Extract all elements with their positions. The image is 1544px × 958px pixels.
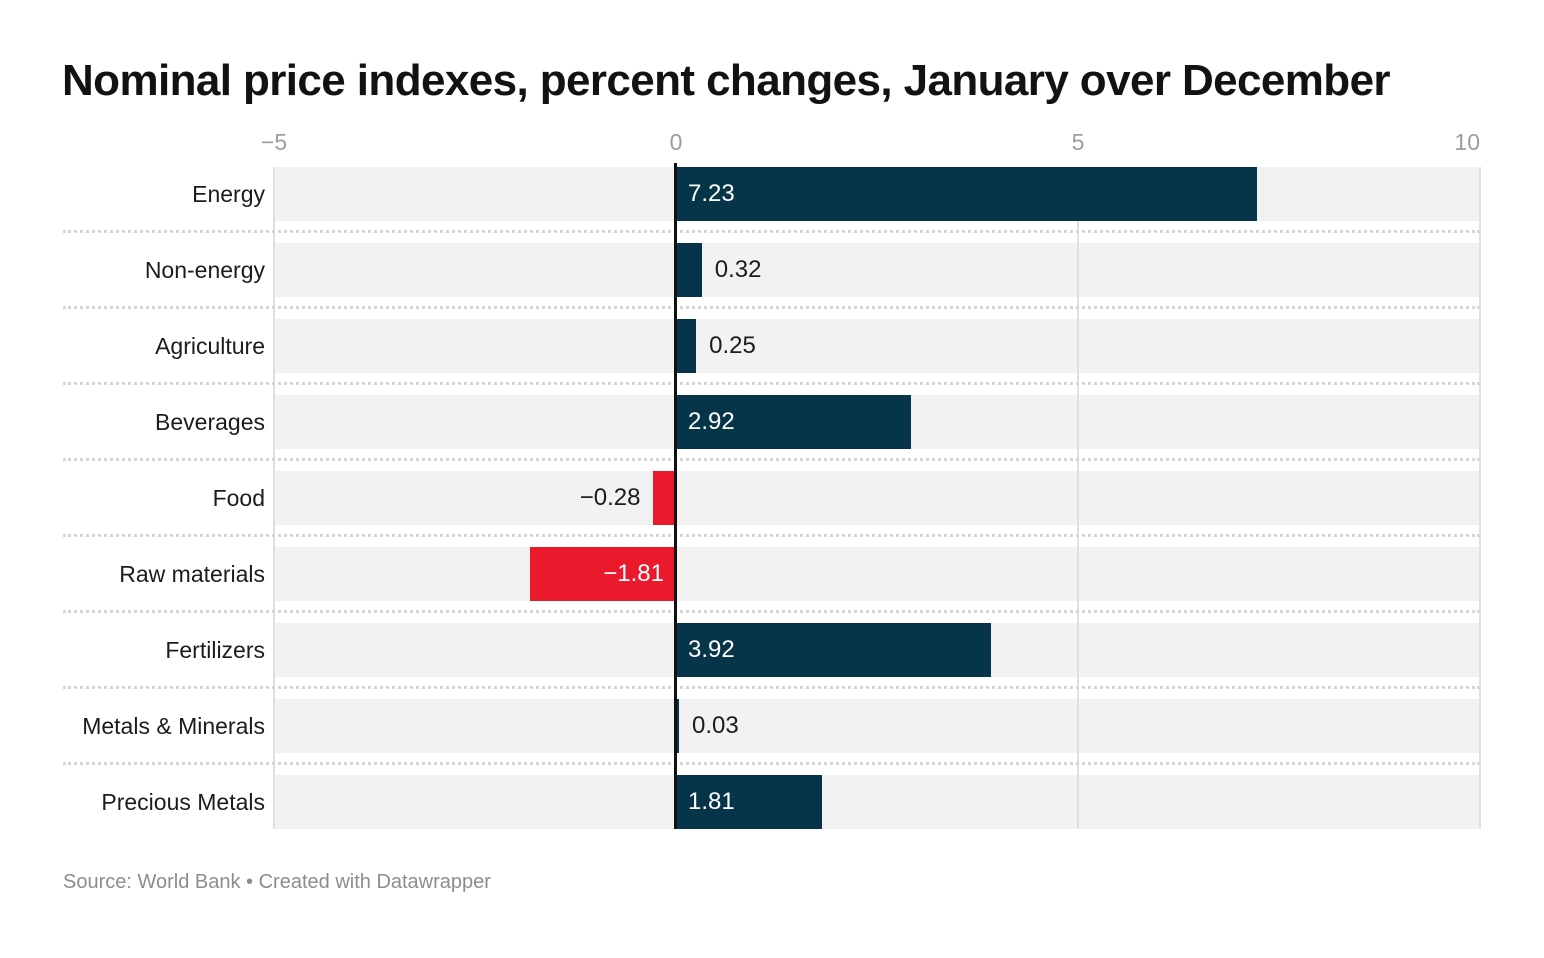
value-label: 0.03 xyxy=(692,712,739,739)
category-label: Raw materials xyxy=(119,561,265,587)
row-band xyxy=(274,319,1480,373)
row-separator xyxy=(63,230,1480,233)
category-label: Metals & Minerals xyxy=(82,713,265,739)
category-label: Agriculture xyxy=(155,333,265,359)
row-band xyxy=(274,775,1480,829)
category-label: Beverages xyxy=(155,409,265,435)
bar-negative xyxy=(653,471,676,525)
category-label: Energy xyxy=(192,181,265,207)
x-axis-tick: −5 xyxy=(260,129,288,155)
row-band xyxy=(274,699,1480,753)
zero-baseline xyxy=(674,163,677,829)
bar-positive xyxy=(676,623,992,677)
row-separator xyxy=(63,458,1480,461)
bar-positive xyxy=(676,319,697,373)
value-label: 1.81 xyxy=(688,788,735,815)
value-label: 0.32 xyxy=(714,256,762,283)
value-label: 3.92 xyxy=(688,636,735,663)
row-separator xyxy=(63,534,1480,537)
bar-negative xyxy=(530,547,676,601)
bar-positive xyxy=(676,167,1258,221)
chart-title: Nominal price indexes, percent changes, … xyxy=(62,56,1391,105)
value-label: 0.25 xyxy=(709,332,756,359)
bar-positive xyxy=(676,775,822,829)
row-separator xyxy=(63,686,1480,689)
source-text: Source: World Bank • Created with Datawr… xyxy=(63,871,491,893)
x-axis-tick: 10 xyxy=(1454,129,1480,155)
row-band xyxy=(274,243,1480,297)
value-label: −0.28 xyxy=(579,484,641,511)
category-label: Non-energy xyxy=(144,257,265,283)
value-label: −1.81 xyxy=(603,560,664,587)
gridline xyxy=(1077,167,1079,829)
row-separator xyxy=(63,306,1480,309)
category-label: Precious Metals xyxy=(101,789,265,815)
category-label: Fertilizers xyxy=(165,637,265,663)
bar-positive xyxy=(676,395,911,449)
value-label: 2.92 xyxy=(688,408,735,435)
category-label: Food xyxy=(212,485,265,511)
x-axis-tick: 5 xyxy=(1071,129,1085,155)
row-separator xyxy=(63,610,1480,613)
value-label: 7.23 xyxy=(688,180,735,207)
row-separator xyxy=(63,382,1480,385)
row-band xyxy=(274,471,1480,525)
row-band xyxy=(274,547,1480,601)
gridline xyxy=(1479,167,1481,829)
footer: Source: World Bank • Created with Datawr… xyxy=(63,871,491,894)
gridline xyxy=(273,167,275,829)
bar-positive xyxy=(676,699,679,753)
x-axis-tick: 0 xyxy=(669,129,683,155)
row-separator xyxy=(63,762,1480,765)
bar-positive xyxy=(676,243,702,297)
